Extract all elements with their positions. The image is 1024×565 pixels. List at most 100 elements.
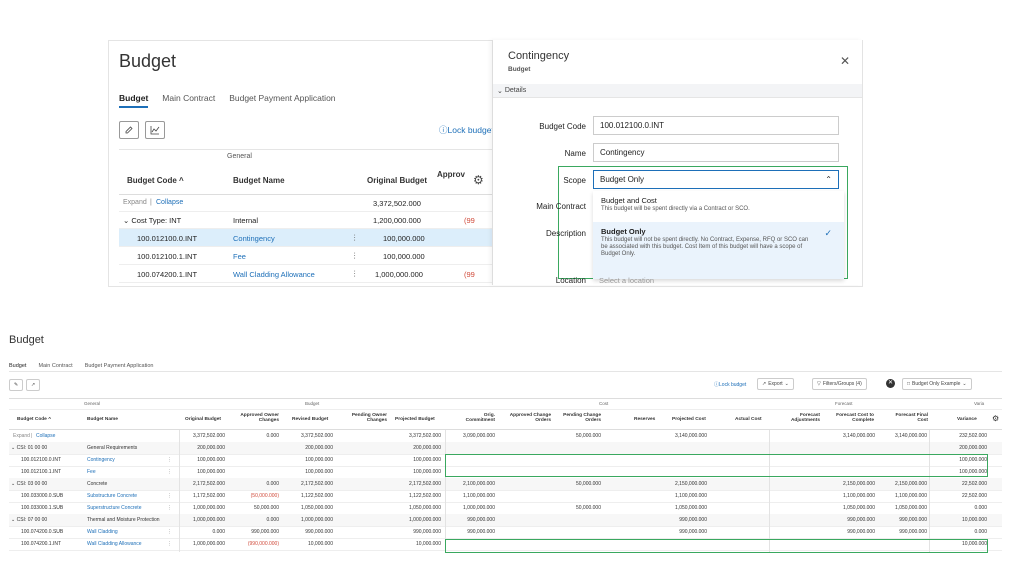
settings-gear-icon[interactable]: ⚙	[992, 414, 1000, 423]
column-header-budget-name[interactable]: Budget Name	[233, 176, 285, 185]
value-cell: 0.000	[212, 529, 225, 535]
total-value: 3,372,502.000	[301, 433, 333, 439]
budget-name-link[interactable]: Fee	[87, 469, 96, 475]
value-cell: 50,000.000	[575, 505, 601, 511]
row-menu-icon[interactable]: ⋮	[351, 269, 359, 278]
value-cell: 22,502.000	[961, 493, 987, 499]
group-row[interactable]: ⌄ CSI: 03 00 00 Concrete 2,172,502.000 0.00…	[9, 478, 1002, 491]
table-row[interactable]: 100.033000.0.SUB Substructure Concrete ⋮ 1,…	[9, 490, 1002, 503]
table-row[interactable]: 100.074200.1.INT Wall Cladding Allowance ⋮…	[9, 538, 1002, 551]
table-row[interactable]: 100.012100.1.INT Fee ⋮ 100,000.000	[119, 247, 494, 265]
scope-option-budget-only[interactable]: Budget Only This budget will not be spen…	[593, 222, 844, 279]
value-cell: 100,000.000	[305, 457, 333, 463]
totals-row: Expand | Collapse	[9, 430, 1002, 441]
lock-budget-button[interactable]: ⓘLock budget	[714, 382, 747, 388]
lock-budget-button[interactable]: ⓘLock budget	[439, 124, 494, 136]
value-cell: 200,000.000	[305, 445, 333, 451]
scope-select[interactable]: Budget Only ⌃	[593, 170, 839, 189]
main-contract-label: Main Contract	[536, 202, 586, 211]
chevron-down-icon[interactable]: ⌄	[11, 517, 17, 523]
budget-name-link[interactable]: Fee	[233, 252, 246, 261]
budget-panel-bottom: Budget Budget Main Contract Budget Payme…	[0, 330, 1024, 565]
export-button[interactable]: ↗ Export ⌄	[757, 378, 794, 390]
value-cell: 2,150,000.000	[843, 481, 875, 487]
budget-code-input[interactable]: 100.012100.0.INT	[593, 116, 839, 135]
budget-name-link[interactable]: Wall Cladding Allowance	[87, 541, 142, 547]
edit-button[interactable]	[119, 121, 139, 139]
value-cell: 200,000.000	[959, 445, 987, 451]
chart-icon	[150, 126, 160, 135]
table-row[interactable]: 100.012100.0.INT Contingency ⋮ 100,000.000 1…	[9, 454, 1002, 467]
divider	[119, 149, 494, 150]
name-input[interactable]: Contingency	[593, 143, 839, 162]
table-row-selected[interactable]: 100.012100.0.INT Contingency ⋮ 100,000.0…	[119, 229, 494, 247]
tab-budget-payment-application[interactable]: Budget Payment Application	[229, 93, 336, 103]
value-cell: 2,172,502.000	[409, 481, 441, 487]
tab-main-contract[interactable]: Main Contract	[162, 93, 216, 103]
row-menu-icon[interactable]: ⋮	[351, 251, 359, 260]
scope-option-budget-and-cost[interactable]: Budget and Cost This budget will be spen…	[601, 196, 750, 212]
filters-groups-button[interactable]: ▽ Filters/Groups (4)	[812, 378, 867, 390]
budget-name-link[interactable]: Wall Cladding Allowance	[233, 270, 315, 279]
column-header-original-budget[interactable]: Original Budget	[367, 176, 427, 185]
tab-main-contract[interactable]: Main Contract	[38, 363, 73, 369]
collapse-link[interactable]: Collapse	[156, 199, 184, 206]
budget-name-link[interactable]: Wall Cladding	[87, 529, 118, 535]
value-cell: 100,000.000	[197, 469, 225, 475]
column-group-header-row: General Budget Cost Forecast Varia	[9, 398, 1002, 410]
chart-button[interactable]	[145, 121, 165, 139]
column-header-budget-code[interactable]: Budget Code ^	[17, 417, 51, 422]
value-cell: 1,172,502.000	[193, 493, 225, 499]
group-row[interactable]: ⌄ CSI: 07 00 00 Thermal and Moisture Prot…	[9, 514, 1002, 527]
row-menu-icon[interactable]: ⋮	[351, 233, 359, 242]
expand-link[interactable]: Expand	[13, 433, 30, 439]
chevron-down-icon[interactable]: ⌄	[11, 445, 17, 451]
budget-name-link[interactable]: Substructure Concrete	[87, 493, 138, 499]
group-row[interactable]: ⌄ CSI: 01 00 00 General Requirements 200,0…	[9, 442, 1002, 455]
row-menu-icon[interactable]: ⋮	[167, 541, 172, 547]
value-cell: 990,000.000	[467, 529, 495, 535]
budget-name-link[interactable]: Contingency	[233, 234, 275, 243]
total-value: 232,502.000	[959, 433, 987, 439]
expand-link[interactable]: Expand	[123, 199, 147, 206]
value-cell: 200,000.000	[413, 445, 441, 451]
table-row[interactable]: 100.074200.1.INT Wall Cladding Allowance…	[119, 265, 494, 283]
column-header-approved[interactable]: Approv	[437, 170, 465, 179]
chevron-down-icon[interactable]: ⌄	[11, 481, 17, 487]
chart-button[interactable]: ↗	[26, 379, 41, 391]
column-header-row: Budget Code ^ Budget Name Original Budge…	[9, 409, 1002, 430]
value-cell: 1,100,000.000	[843, 493, 875, 499]
collapse-link[interactable]: Collapse	[36, 433, 56, 439]
details-section-header[interactable]: ⌄ Details	[493, 84, 862, 98]
highlight-box	[445, 454, 988, 477]
tab-budget[interactable]: Budget	[119, 93, 149, 108]
edit-button[interactable]: ✎	[9, 379, 24, 391]
value-cell: 1,050,000.000	[895, 505, 927, 511]
budget-name-link[interactable]: Superstructure Concrete	[87, 505, 142, 511]
view-select[interactable]: □ Budget Only Example ⌄	[902, 378, 972, 390]
row-menu-icon[interactable]: ⋮	[167, 469, 172, 475]
column-header-budget-code[interactable]: Budget Code ^	[127, 176, 184, 185]
row-menu-icon[interactable]: ⋮	[167, 529, 172, 535]
value-cell: 200,000.000	[197, 445, 225, 451]
tab-budget-payment-application[interactable]: Budget Payment Application	[84, 363, 154, 369]
export-icon: ↗	[762, 381, 767, 387]
value-cell: 100,000.000	[413, 469, 441, 475]
row-menu-icon[interactable]: ⋮	[167, 457, 172, 463]
value-cell: 1,050,000.000	[409, 505, 441, 511]
column-separator	[445, 430, 446, 552]
table-row[interactable]: 100.074200.0.SUB Wall Cladding ⋮ 0.000 990,0…	[9, 526, 1002, 539]
table-row[interactable]: ⌄ Cost Type: INT Internal 1,200,000.000 …	[119, 211, 494, 229]
value-cell: 2,150,000.000	[895, 481, 927, 487]
row-menu-icon[interactable]: ⋮	[167, 505, 172, 511]
close-icon[interactable]: ✕	[839, 54, 850, 68]
table-row[interactable]: 100.033000.1.SUB Superstructure Concrete ⋮…	[9, 502, 1002, 515]
location-placeholder[interactable]: Select a location	[599, 276, 655, 285]
value-cell: 22,502.000	[961, 481, 987, 487]
clear-filters-icon[interactable]: ✕	[886, 379, 895, 388]
value-cell: 1,000,000.000	[193, 517, 225, 523]
pencil-icon: ✎	[14, 382, 19, 388]
settings-gear-icon[interactable]: ⚙	[473, 173, 484, 187]
row-menu-icon[interactable]: ⋮	[167, 493, 172, 499]
budget-name-link[interactable]: Contingency	[87, 457, 115, 463]
